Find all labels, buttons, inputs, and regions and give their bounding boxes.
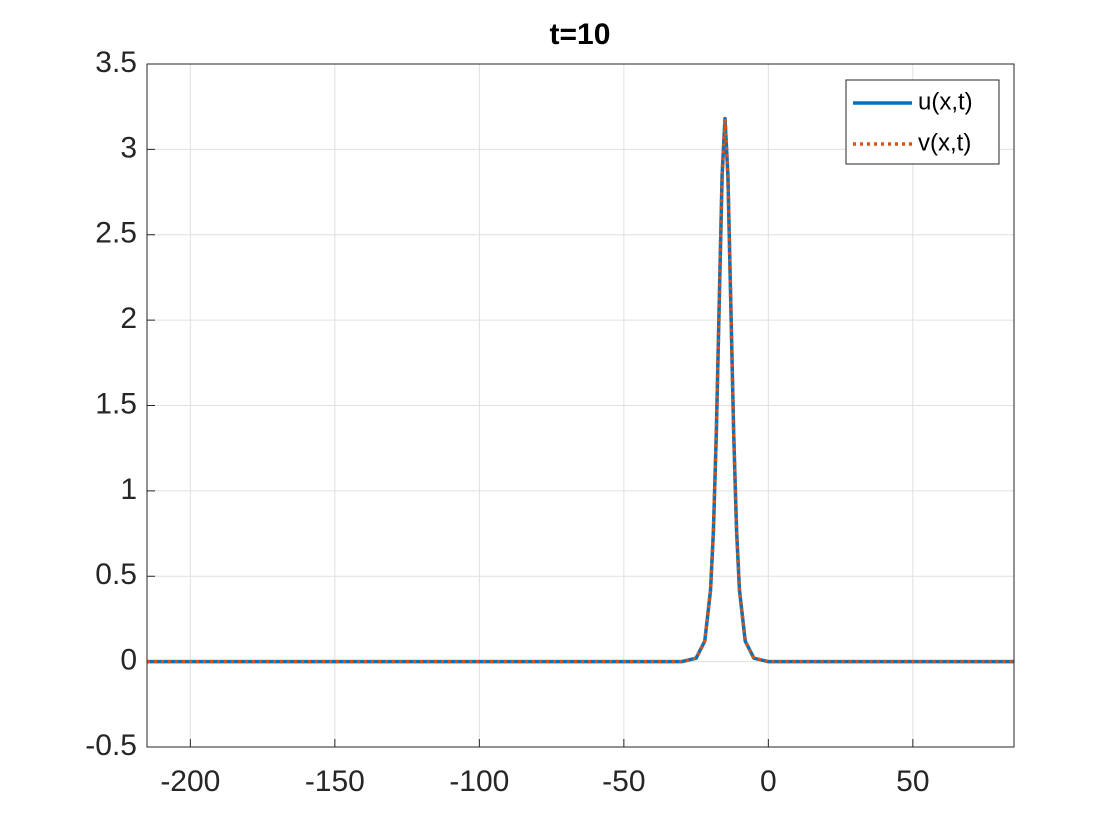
- chart-title: t=10: [550, 18, 611, 51]
- y-tick-label: 3: [120, 131, 137, 164]
- x-tick-label: -150: [305, 765, 365, 798]
- y-tick-label: 1.5: [95, 387, 137, 420]
- y-tick-label: 2: [120, 302, 137, 335]
- y-tick-label: 1: [120, 473, 137, 506]
- x-tick-label: -50: [602, 765, 645, 798]
- y-tick-label: -0.5: [85, 729, 137, 762]
- legend-label: v(x,t): [918, 129, 971, 156]
- y-tick-label: 0: [120, 644, 137, 677]
- legend-box: [845, 79, 1000, 165]
- x-tick-label: 0: [760, 765, 777, 798]
- x-tick-label: -100: [449, 765, 509, 798]
- y-tick-label: 2.5: [95, 217, 137, 250]
- legend-label: u(x,t): [918, 88, 973, 115]
- y-tick-label: 3.5: [95, 46, 137, 79]
- x-tick-label: 50: [896, 765, 929, 798]
- y-tick-label: 0.5: [95, 558, 137, 591]
- x-tick-label: -200: [160, 765, 220, 798]
- plot-frame: [146, 63, 1015, 748]
- series-line: [147, 116, 1014, 664]
